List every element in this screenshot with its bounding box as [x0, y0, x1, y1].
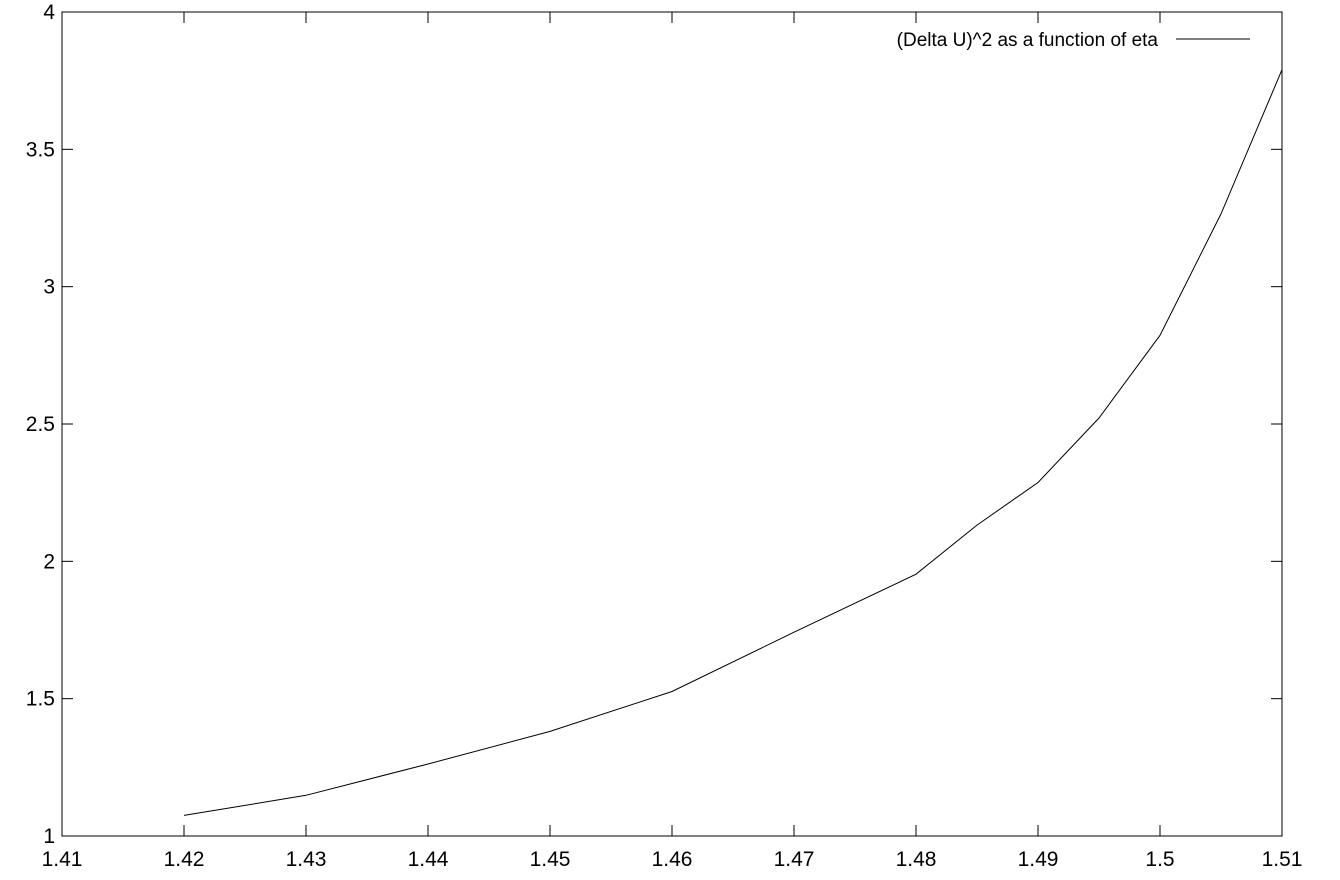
x-axis-ticks: 1.41 1.42 1.43 1.44 1.45 1.46 1.47 1.48 1.49 1.5 1…	[42, 12, 1303, 871]
y-tick-label: 4	[43, 1, 55, 24]
y-axis-ticks: 1 1.5 2 2.5 3 3.5 4	[26, 1, 1282, 848]
x-tick-label: 1.44	[408, 848, 449, 871]
plot-frame	[61, 11, 1283, 837]
y-tick-label: 2	[43, 550, 55, 573]
series-line	[183, 69, 1283, 816]
x-tick-label: 1.5	[1145, 848, 1174, 871]
x-tick-label: 1.51	[1262, 848, 1303, 871]
y-tick-label: 1	[43, 825, 55, 848]
y-tick-label: 3	[43, 276, 55, 299]
y-tick-label: 1.5	[26, 688, 55, 711]
x-tick-label: 1.41	[42, 848, 83, 871]
x-tick-label: 1.47	[774, 848, 815, 871]
legend: (Delta U)^2 as a function of eta	[897, 30, 1250, 51]
legend-label: (Delta U)^2 as a function of eta	[897, 30, 1159, 51]
x-tick-label: 1.42	[164, 848, 205, 871]
x-tick-label: 1.49	[1018, 848, 1059, 871]
x-tick-label: 1.48	[896, 848, 937, 871]
x-tick-label: 1.46	[652, 848, 693, 871]
y-tick-label: 2.5	[26, 413, 55, 436]
series-layer	[183, 69, 1283, 816]
y-tick-label: 3.5	[26, 138, 55, 161]
x-tick-label: 1.45	[530, 848, 571, 871]
x-tick-label: 1.43	[286, 848, 327, 871]
